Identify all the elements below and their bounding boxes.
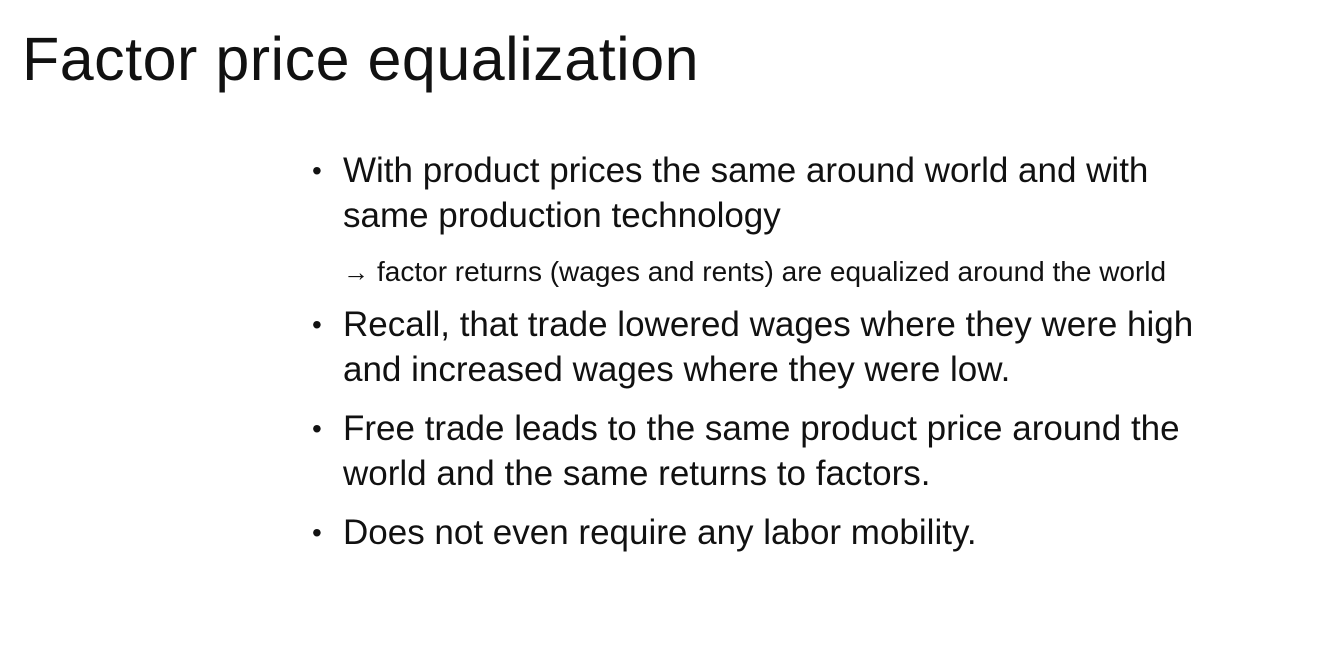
- bullet-marker: •: [312, 309, 322, 340]
- bullet-list: • With product prices the same around wo…: [312, 148, 1212, 569]
- bullet-marker: •: [312, 517, 322, 548]
- bullet-text: Does not even require any labor mobility…: [343, 513, 977, 552]
- bullet-item-1: • With product prices the same around wo…: [312, 148, 1212, 238]
- bullet-item-3: • Free trade leads to the same product p…: [312, 406, 1212, 496]
- bullet-text: With product prices the same around worl…: [343, 151, 1149, 235]
- bullet-marker: •: [312, 155, 322, 186]
- bullet-text: Recall, that trade lowered wages where t…: [343, 305, 1194, 389]
- sub-point-text: factor returns (wages and rents) are equ…: [377, 256, 1167, 287]
- sub-point: → factor returns (wages and rents) are eq…: [312, 252, 1212, 292]
- bullet-text: Free trade leads to the same product pri…: [343, 409, 1180, 493]
- bullet-item-4: • Does not even require any labor mobili…: [312, 510, 1212, 555]
- slide-title: Factor price equalization: [22, 25, 700, 93]
- bullet-marker: •: [312, 413, 322, 444]
- right-arrow-icon: →: [343, 257, 369, 287]
- bullet-item-2: • Recall, that trade lowered wages where…: [312, 302, 1212, 392]
